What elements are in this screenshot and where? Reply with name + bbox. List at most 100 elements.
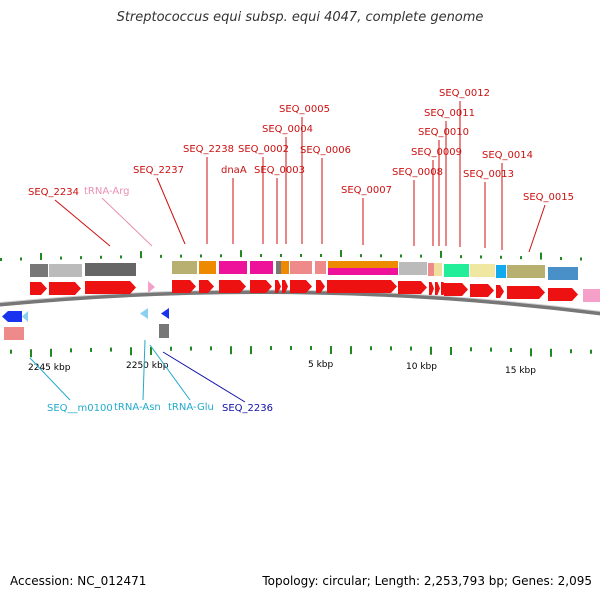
label-seq-2238[interactable]: SEQ_2238 — [183, 144, 234, 155]
category-box[interactable] — [172, 261, 197, 274]
gene-forward-arrow[interactable] — [435, 282, 440, 295]
gene-forward-arrow[interactable] — [199, 280, 214, 293]
category-box[interactable] — [444, 264, 469, 277]
tick-top — [180, 254, 182, 258]
label-seq-0013[interactable]: SEQ_0013 — [463, 169, 514, 180]
tick-top — [580, 257, 582, 261]
category-box[interactable] — [290, 261, 312, 274]
tick-top — [0, 258, 2, 261]
gene-forward-arrow[interactable] — [85, 281, 136, 294]
tick-bottom — [470, 347, 472, 352]
gene-forward-arrow[interactable] — [470, 284, 494, 297]
trna-asn-marker[interactable] — [140, 308, 148, 319]
gene-forward-arrow[interactable] — [429, 282, 434, 295]
gene-forward-arrow[interactable] — [250, 280, 272, 293]
category-box[interactable] — [85, 263, 136, 276]
label-trna-asn[interactable]: tRNA-Asn — [114, 402, 161, 413]
gene-forward-arrow[interactable] — [548, 288, 578, 301]
tick-bottom — [210, 346, 212, 351]
gene-forward-pink-box[interactable] — [583, 289, 600, 302]
label-seq-0015[interactable]: SEQ_0015 — [523, 192, 574, 203]
seq-2236-marker[interactable] — [161, 308, 169, 319]
leader-line — [528, 204, 546, 253]
label-seq-0004[interactable]: SEQ_0004 — [262, 124, 313, 135]
label-seq-0014[interactable]: SEQ_0014 — [482, 150, 533, 161]
label-seq-0003[interactable]: SEQ_0003 — [254, 165, 305, 176]
gene-forward-arrow[interactable] — [327, 280, 397, 293]
tick-top — [560, 257, 562, 261]
tick-top — [60, 256, 62, 260]
tick-bottom — [510, 347, 512, 352]
gene-reverse-blue-arrowhead[interactable] — [2, 311, 8, 322]
label-seq-0010[interactable]: SEQ_0010 — [418, 127, 469, 138]
tick-top — [200, 254, 202, 258]
tick-bottom — [310, 346, 312, 351]
label-seq-0012[interactable]: SEQ_0012 — [439, 88, 490, 99]
category-box[interactable] — [281, 261, 289, 274]
category-box-overlay[interactable] — [328, 268, 398, 275]
tick-bottom — [530, 348, 532, 357]
tick-bottom — [370, 346, 372, 351]
topology-info: Topology: circular; Length: 2,253,793 bp… — [262, 574, 592, 588]
gene-reverse-blue[interactable] — [8, 311, 22, 322]
gene-forward-arrow[interactable] — [172, 280, 196, 293]
gene-forward-arrow[interactable] — [290, 280, 312, 293]
reverse-strand-pink-box[interactable] — [4, 327, 24, 340]
trna-reverse-small[interactable] — [22, 311, 28, 322]
label-trna-glu[interactable]: tRNA-Glu — [168, 402, 214, 413]
tick-top — [460, 255, 462, 259]
gene-forward-arrow[interactable] — [275, 280, 281, 293]
trna-arg-arrow[interactable] — [148, 281, 155, 293]
category-box[interactable] — [315, 261, 326, 274]
label-seq-2234[interactable]: SEQ_2234 — [28, 187, 79, 198]
label-seq-0011[interactable]: SEQ_0011 — [424, 108, 475, 119]
category-box[interactable] — [496, 265, 506, 278]
gene-forward-arrow[interactable] — [49, 282, 81, 295]
category-boxes — [30, 261, 578, 280]
category-box[interactable] — [30, 264, 48, 277]
gene-forward-arrow[interactable] — [398, 281, 427, 294]
reverse-strand-grey-box[interactable] — [159, 324, 169, 338]
tick-top — [340, 250, 342, 258]
category-box[interactable] — [276, 261, 281, 274]
gene-forward-arrow[interactable] — [30, 282, 47, 295]
gene-forward-arrow[interactable] — [219, 280, 246, 293]
gene-forward-arrow[interactable] — [444, 283, 468, 296]
tick-bottom — [90, 347, 92, 352]
label-seq-2237[interactable]: SEQ_2237 — [133, 165, 184, 176]
category-box[interactable] — [399, 262, 427, 275]
tick-bottom — [390, 346, 392, 351]
category-box[interactable] — [434, 263, 442, 276]
category-box[interactable] — [49, 264, 82, 277]
label-seq-m0100[interactable]: SEQ__m0100 — [47, 403, 113, 414]
category-box[interactable] — [507, 265, 545, 278]
leader-line — [156, 177, 186, 245]
gene-forward-arrow[interactable] — [496, 285, 504, 298]
gene-forward-arrow[interactable] — [316, 280, 325, 293]
category-box[interactable] — [219, 261, 247, 274]
category-box[interactable] — [548, 267, 578, 280]
label-seq-0007[interactable]: SEQ_0007 — [341, 185, 392, 196]
category-box[interactable] — [199, 261, 216, 274]
ticks-top — [0, 250, 582, 261]
gene-forward-arrow[interactable] — [507, 286, 545, 299]
gene-forward-arrow[interactable] — [282, 280, 288, 293]
category-box[interactable] — [428, 263, 434, 276]
label-dnaa[interactable]: dnaA — [221, 165, 247, 176]
label-trna-arg[interactable]: tRNA-Arg — [84, 186, 129, 197]
tick-top — [380, 254, 382, 258]
label-seq-0005[interactable]: SEQ_0005 — [279, 104, 330, 115]
label-seq-0002[interactable]: SEQ_0002 — [238, 144, 289, 155]
label-seq-0008[interactable]: SEQ_0008 — [392, 167, 443, 178]
tick-bottom — [50, 348, 52, 357]
label-seq-0009[interactable]: SEQ_0009 — [411, 147, 462, 158]
tick-bottom — [190, 346, 192, 351]
tick-bottom — [410, 346, 412, 351]
category-box[interactable] — [250, 261, 273, 274]
category-box[interactable] — [470, 264, 495, 277]
tick-bottom — [350, 346, 352, 355]
tick-top — [320, 254, 322, 258]
label-seq-2236[interactable]: SEQ_2236 — [222, 403, 273, 414]
label-seq-0006[interactable]: SEQ_0006 — [300, 145, 351, 156]
